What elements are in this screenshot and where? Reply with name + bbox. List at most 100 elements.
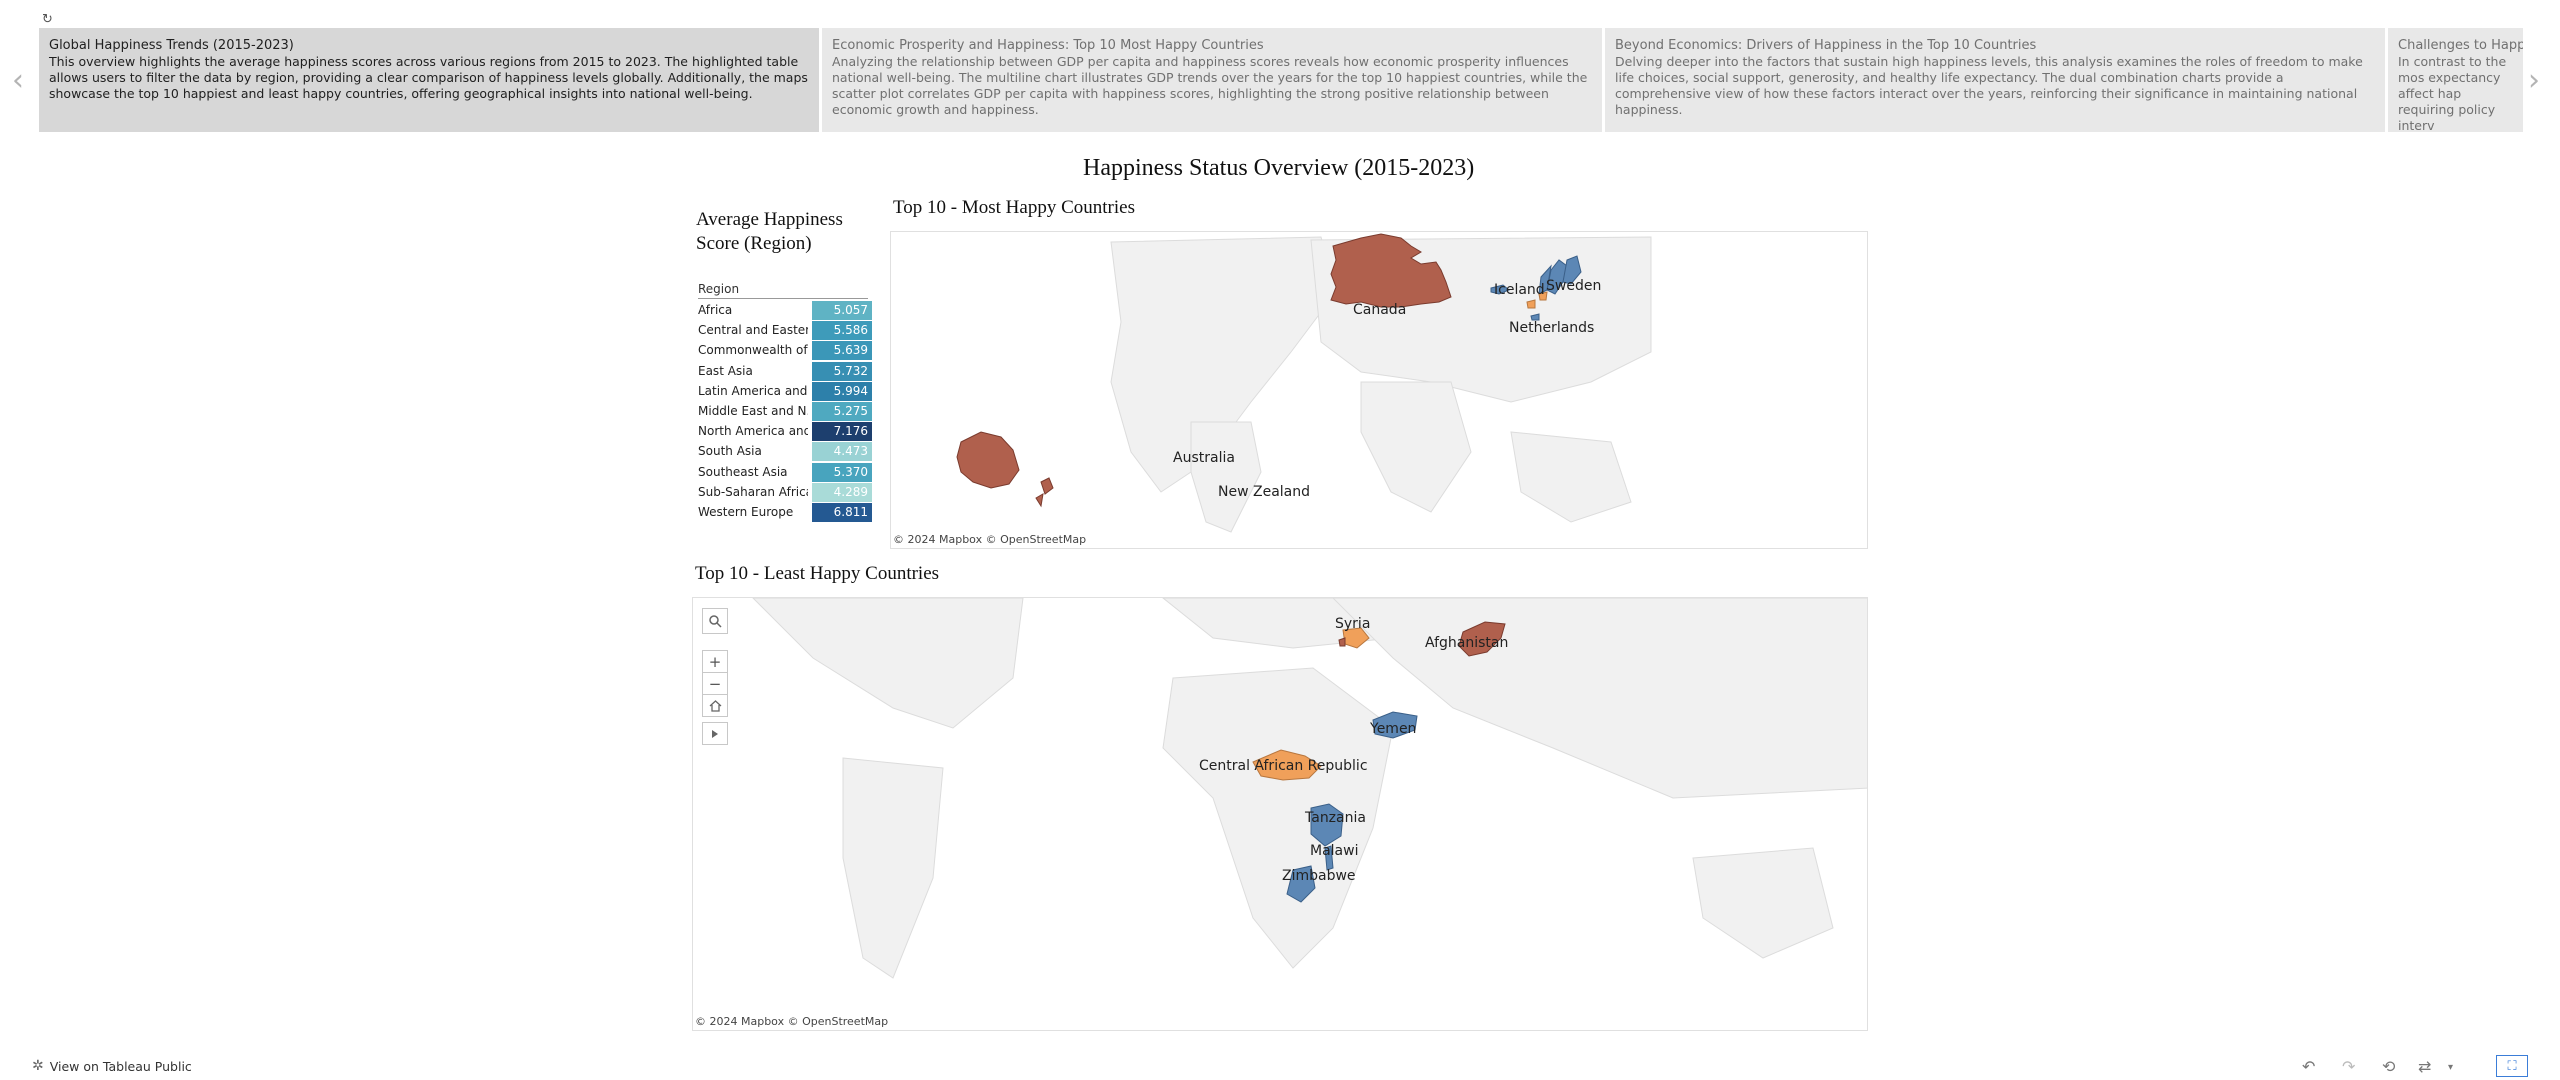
country-finland [1562, 255, 1582, 285]
region-name: Central and Easter.. [698, 323, 808, 338]
zoom-out-button[interactable]: − [702, 672, 728, 695]
region-name: Middle East and N.. [698, 404, 808, 418]
zoom-in-button[interactable]: + [702, 650, 728, 673]
land-asia [1332, 598, 1867, 799]
top-map-canvas [956, 233, 1652, 533]
search-icon[interactable] [702, 608, 728, 634]
table-row[interactable]: Central and Easter.. 5.586 [696, 321, 872, 341]
table-row[interactable]: Commonwealth of .. 5.639 [696, 341, 872, 361]
share-dropdown-icon[interactable]: ▾ [2448, 1062, 2454, 1073]
story-point-title: Challenges to Happine [2398, 38, 2523, 53]
country-tanzania [1310, 803, 1344, 847]
table-row[interactable]: Latin America and .. 5.994 [696, 381, 872, 401]
region-column-header: Region [698, 282, 868, 299]
country-norway [1538, 264, 1552, 295]
table-row[interactable]: South Asia 4.473 [696, 442, 872, 462]
region-table-title-line1: Average Happiness [696, 209, 843, 230]
table-row[interactable]: Sub-Saharan Africa 4.289 [696, 482, 872, 502]
map-credit: © 2024 Mapbox © OpenStreetMap [695, 1015, 889, 1028]
story-point-body: In contrast to the mos expectancy affect… [2398, 54, 2507, 132]
fullscreen-icon[interactable]: ⛶ [2496, 1055, 2528, 1077]
chevron-left-icon[interactable]: ‹ [12, 63, 24, 98]
redo-icon[interactable]: ↷ [2342, 1057, 2356, 1076]
region-name: Latin America and .. [698, 383, 808, 398]
table-row[interactable]: Middle East and N.. 5.275 [696, 402, 872, 421]
top-map-title: Top 10 - Most Happy Countries [893, 197, 1135, 218]
story-point-2[interactable]: Economic Prosperity and Happiness: Top 1… [822, 28, 1602, 132]
play-icon[interactable] [702, 722, 728, 745]
region-score: 6.811 [812, 503, 872, 522]
land-africa [1360, 381, 1472, 513]
region-name: East Asia [698, 363, 753, 378]
refresh-icon[interactable]: ↻ [42, 12, 53, 27]
country-yemen [1372, 711, 1418, 739]
map-label-yemen: Yemen [1370, 721, 1417, 737]
tableau-logo-icon: ✲ [32, 1058, 44, 1074]
map-label-iceland: Iceland [1494, 282, 1545, 298]
story-point-body: This overview highlights the average hap… [49, 54, 808, 101]
region-name: Commonwealth of .. [698, 343, 808, 358]
country-malawi [1324, 845, 1334, 871]
story-point-body: Delving deeper into the factors that sus… [1615, 54, 2363, 117]
map-label-new-zealand: New Zealand [1218, 484, 1310, 500]
home-icon[interactable] [702, 694, 728, 717]
country-australia [956, 431, 1020, 489]
region-score: 4.473 [812, 442, 872, 462]
least-happy-map[interactable]: Syria Afghanistan Yemen Central African … [692, 597, 1868, 1031]
country-zimbabwe [1286, 865, 1316, 903]
land-africa [1162, 667, 1394, 969]
view-on-tableau-link[interactable]: ✲ View on Tableau Public [32, 1058, 192, 1074]
map-label-australia: Australia [1173, 450, 1235, 466]
land-north-america [752, 598, 1024, 729]
share-icon[interactable]: ⇄ [2418, 1057, 2432, 1076]
map-label-netherlands: Netherlands [1509, 320, 1595, 336]
region-table-title: Average Happiness Score (Region) [696, 208, 843, 256]
land-south-america [1190, 421, 1262, 533]
land-australia [1692, 847, 1834, 959]
country-lebanon [1338, 637, 1346, 647]
map-label-sweden: Sweden [1546, 278, 1602, 294]
view-on-tableau-label: View on Tableau Public [49, 1058, 192, 1074]
top-happy-map[interactable]: Canada Iceland Sweden Netherlands Austra… [890, 231, 1868, 549]
country-afghanistan [1458, 621, 1506, 657]
bottom-map-canvas [752, 598, 1867, 979]
region-name: Africa [698, 303, 733, 317]
undo-icon[interactable]: ↶ [2302, 1057, 2316, 1076]
map-label-canada: Canada [1353, 302, 1407, 318]
map-label-central-african-republic: Central African Republic [1199, 758, 1368, 774]
chevron-right-icon[interactable]: › [2528, 63, 2540, 98]
region-score: 4.289 [812, 482, 872, 502]
map-label-zimbabwe: Zimbabwe [1282, 868, 1356, 884]
country-new-zealand [1035, 477, 1054, 508]
region-score: 5.275 [812, 402, 872, 421]
region-score: 5.732 [812, 361, 872, 381]
table-row[interactable]: Western Europe 6.811 [696, 503, 872, 522]
country-iceland [1490, 284, 1510, 295]
map-label-tanzania: Tanzania [1305, 810, 1366, 826]
story-point-3[interactable]: Beyond Economics: Drivers of Happiness i… [1605, 28, 2385, 132]
country-switzerland [1530, 313, 1540, 321]
region-name: North America and.. [698, 424, 808, 439]
region-score: 5.370 [812, 462, 872, 482]
region-score: 5.994 [812, 381, 872, 401]
story-point-1[interactable]: Global Happiness Trends (2015-2023) This… [39, 28, 819, 132]
footer-toolbar: ✲ View on Tableau Public ↶ ↷ ⟲ ⇄ ▾ ⛶ [0, 1053, 2560, 1080]
region-table-title-line2: Score (Region) [696, 233, 812, 254]
land-south-america [842, 757, 944, 979]
table-row[interactable]: Africa 5.057 [696, 301, 872, 320]
region-score: 5.586 [812, 321, 872, 341]
table-row[interactable]: Southeast Asia 5.370 [696, 462, 872, 482]
country-denmark [1538, 291, 1548, 301]
map-credit: © 2024 Mapbox © OpenStreetMap [893, 533, 1087, 546]
region-score: 5.639 [812, 341, 872, 361]
map-label-malawi: Malawi [1310, 843, 1359, 859]
story-point-title: Economic Prosperity and Happiness: Top 1… [832, 38, 1264, 53]
revert-icon[interactable]: ⟲ [2382, 1057, 2396, 1076]
story-point-title: Global Happiness Trends (2015-2023) [49, 38, 294, 53]
story-point-4[interactable]: Challenges to Happine In contrast to the… [2388, 28, 2523, 132]
region-score: 5.057 [812, 301, 872, 320]
table-row[interactable]: East Asia 5.732 [696, 361, 872, 381]
region-name: Western Europe [698, 505, 794, 519]
table-row[interactable]: North America and.. 7.176 [696, 422, 872, 442]
story-point-title: Beyond Economics: Drivers of Happiness i… [1615, 38, 2037, 53]
